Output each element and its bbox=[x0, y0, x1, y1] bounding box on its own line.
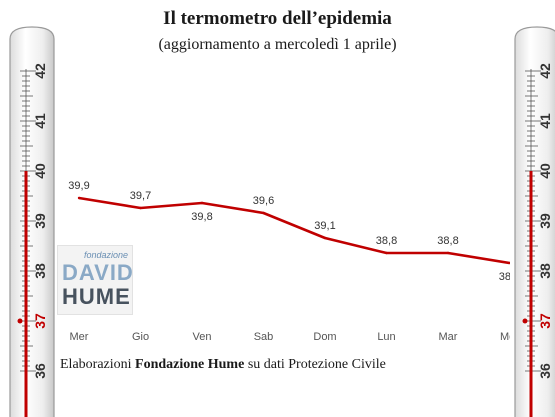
x-tick-label: Mar bbox=[439, 331, 458, 343]
x-tick-label: Gio bbox=[132, 331, 149, 343]
thermometer-left: 42 41 40 39 38 37 36 bbox=[9, 26, 55, 417]
series-line bbox=[78, 196, 510, 265]
source-prefix: Elaborazioni bbox=[60, 357, 136, 372]
scale-label: 37 bbox=[537, 313, 553, 329]
fever-marker bbox=[522, 318, 528, 324]
mercury-column bbox=[529, 171, 533, 417]
line-chart: 39,9 Mer 39,7 Gio 39,8 Ven 39,6 Sab 39,1 Dom 38,8 L… bbox=[68, 180, 510, 343]
data-point bbox=[385, 251, 388, 255]
chart-title: Il termometro dell’epidemia bbox=[163, 8, 392, 29]
data-point bbox=[77, 196, 81, 200]
mercury-column bbox=[24, 171, 28, 417]
data-label: 39,1 bbox=[314, 220, 335, 232]
data-label: 38,6 bbox=[499, 271, 510, 283]
data-label: 39,7 bbox=[130, 190, 151, 202]
data-point bbox=[508, 261, 510, 265]
x-tick-label: Sab bbox=[254, 331, 274, 343]
scale-label: 36 bbox=[537, 363, 553, 379]
scale-label: 42 bbox=[537, 63, 553, 79]
x-tick-label: Ven bbox=[193, 331, 212, 343]
thermometer-right: 42 41 40 39 38 37 36 bbox=[514, 26, 555, 417]
data-point bbox=[262, 211, 265, 215]
scale-label: 42 bbox=[32, 63, 48, 79]
data-label: 38,8 bbox=[376, 235, 397, 247]
source-note: Elaborazioni Fondazione Hume su dati Pro… bbox=[60, 357, 500, 373]
x-tick-label: Mer bbox=[70, 331, 89, 343]
source-suffix: su dati Protezione Civile bbox=[244, 357, 386, 372]
data-point bbox=[446, 251, 450, 255]
scale-label: 39 bbox=[32, 213, 48, 229]
scale-label: 40 bbox=[32, 163, 48, 179]
scale-label: 38 bbox=[537, 263, 553, 279]
data-label: 39,8 bbox=[191, 211, 212, 223]
source-organization: Fondazione Hume bbox=[135, 357, 245, 372]
scale-label: 41 bbox=[537, 113, 553, 129]
x-tick-label: Mer bbox=[500, 331, 510, 343]
fever-marker bbox=[17, 318, 23, 324]
chart-subtitle: (aggiornamento a mercoledì 1 aprile) bbox=[158, 36, 397, 53]
data-point bbox=[200, 201, 204, 205]
scale-label: 37 bbox=[32, 313, 48, 329]
data-point bbox=[323, 236, 327, 240]
x-tick-label: Lun bbox=[377, 331, 395, 343]
data-label: 39,9 bbox=[68, 180, 89, 192]
scale-label: 40 bbox=[537, 163, 553, 179]
data-point bbox=[139, 206, 142, 210]
fondazione-hume-logo: fondazione DAVID HUME bbox=[57, 245, 133, 315]
scale-label: 41 bbox=[32, 113, 48, 129]
data-label: 39,6 bbox=[253, 195, 274, 207]
scale-label: 36 bbox=[32, 363, 48, 379]
data-label: 38,8 bbox=[437, 235, 458, 247]
scale-label: 39 bbox=[537, 213, 553, 229]
x-tick-label: Dom bbox=[313, 331, 336, 343]
scale-label: 38 bbox=[32, 263, 48, 279]
